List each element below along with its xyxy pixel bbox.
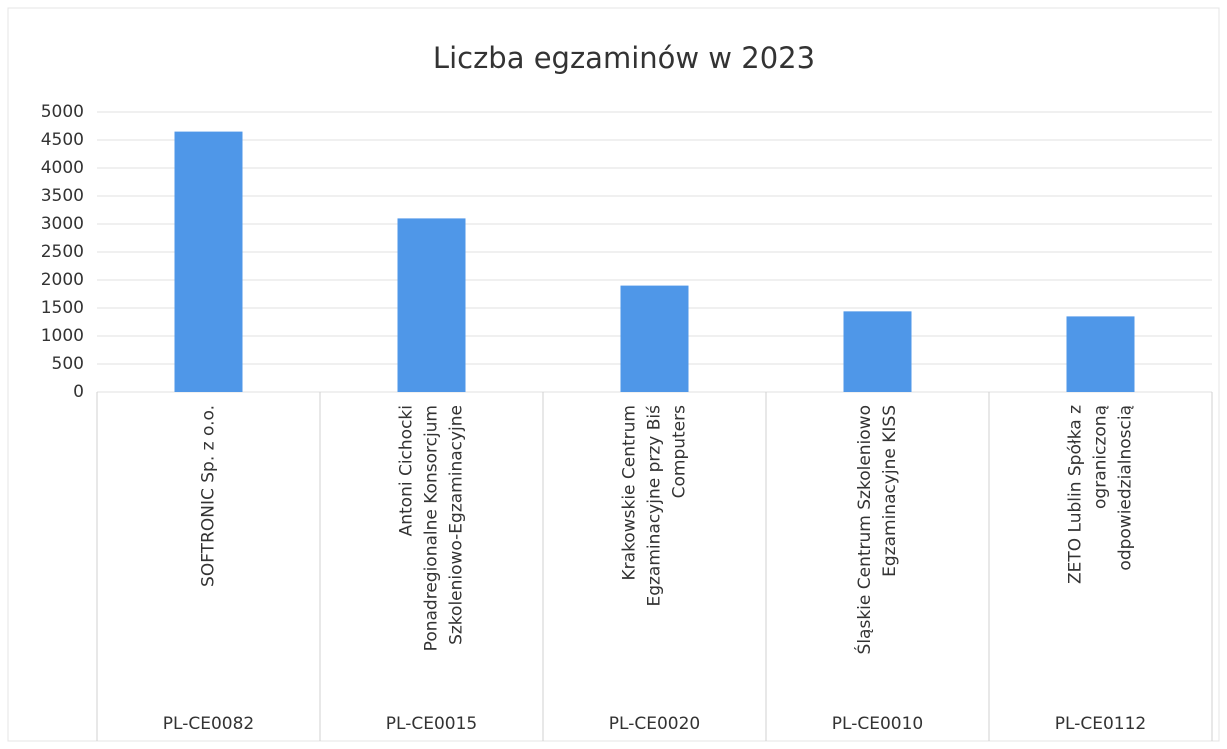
bar [397,218,466,392]
y-tick-label: 4000 [41,158,84,178]
x-tick-label: SOFTRONIC Sp. z o.o. [199,405,219,587]
x-tick-label: Krakowskie Centrum [620,405,640,580]
y-tick-label: 1500 [41,298,84,318]
x-tick-label: Egzaminacyjne KISS [880,405,900,577]
y-tick-label: 3500 [41,186,84,206]
x-tick-label: Śląskie Centrum Szkoleniowo [853,405,875,654]
y-tick-label: 5000 [41,102,84,122]
bar [174,131,243,392]
y-tick-label: 2000 [41,270,84,290]
x-tick-label: Egzaminacyjne przy Biś [645,405,665,607]
y-tick-label: 4500 [41,130,84,150]
category-code: PL-CE0112 [1055,714,1146,734]
y-tick-label: 500 [52,354,84,374]
x-tick-label: Szkoleniowo-Egzaminacyjne [447,405,467,645]
x-tick-label: Antoni Cichocki [397,405,417,536]
x-tick-label: ograniczoną [1091,405,1111,509]
chart-border [7,7,1220,742]
bar [1066,316,1135,392]
bar [620,285,689,392]
category-code: PL-CE0010 [832,714,923,734]
chart-title: Liczba egzaminów w 2023 [433,41,815,75]
x-tick-label: Computers [670,405,690,499]
y-tick-label: 3000 [41,214,84,234]
x-tick-label: odpowiedzialnoscią [1116,405,1136,571]
x-tick-label: Ponadregionalne Konsorcjum [422,405,442,651]
y-tick-label: 0 [73,382,84,402]
x-tick-label: ZETO Lublin Spółka z [1066,405,1086,584]
category-code: PL-CE0015 [386,714,477,734]
category-code: PL-CE0020 [609,714,700,734]
category-code: PL-CE0082 [163,714,254,734]
y-tick-label: 2500 [41,242,84,262]
bar [843,311,912,392]
y-tick-label: 1000 [41,326,84,346]
